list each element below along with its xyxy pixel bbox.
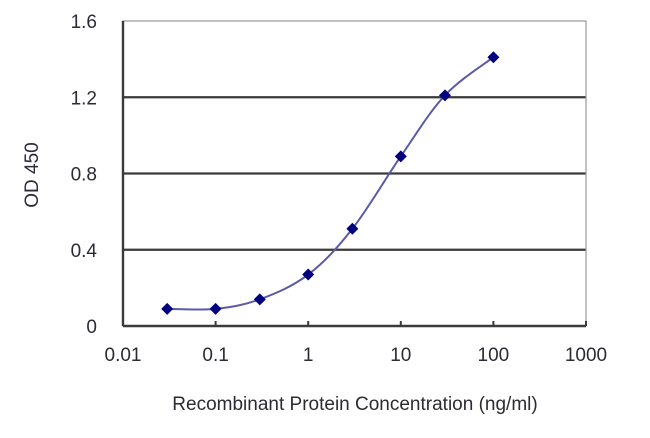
x-axis-label: Recombinant Protein Concentration (ng/ml… [172,394,537,415]
y-tick-label: 0 [86,317,97,338]
diamond-marker [302,268,315,281]
diamond-marker [161,302,174,315]
y-tick-label: 1.2 [71,88,97,109]
x-tick-label: 1000 [565,345,607,366]
data-series [161,51,500,315]
x-tick-label: 0.1 [202,345,228,366]
series-curve [167,56,495,311]
gridlines [123,96,586,251]
diamond-marker [253,293,266,306]
diamond-marker [438,89,451,102]
y-axis-ticks: 0 0.4 0.8 1.2 1.6 [71,12,98,338]
diamond-marker [487,51,500,64]
diamond-marker [394,150,407,163]
plot-area-frame [121,20,587,328]
x-tick-label: 100 [478,345,510,366]
diamond-marker [209,302,222,315]
x-tick-label: 1 [303,345,314,366]
y-tick-label: 1.6 [71,12,97,33]
diamond-marker [346,222,359,235]
y-tick-label: 0.4 [71,241,98,262]
x-tick-label: 0.01 [105,345,142,366]
x-axis-ticks: 0.01 0.1 1 10 100 1000 [105,321,607,366]
y-tick-label: 0.8 [71,165,97,186]
y-axis-label: OD 450 [22,142,43,207]
x-tick-label: 10 [390,345,411,366]
